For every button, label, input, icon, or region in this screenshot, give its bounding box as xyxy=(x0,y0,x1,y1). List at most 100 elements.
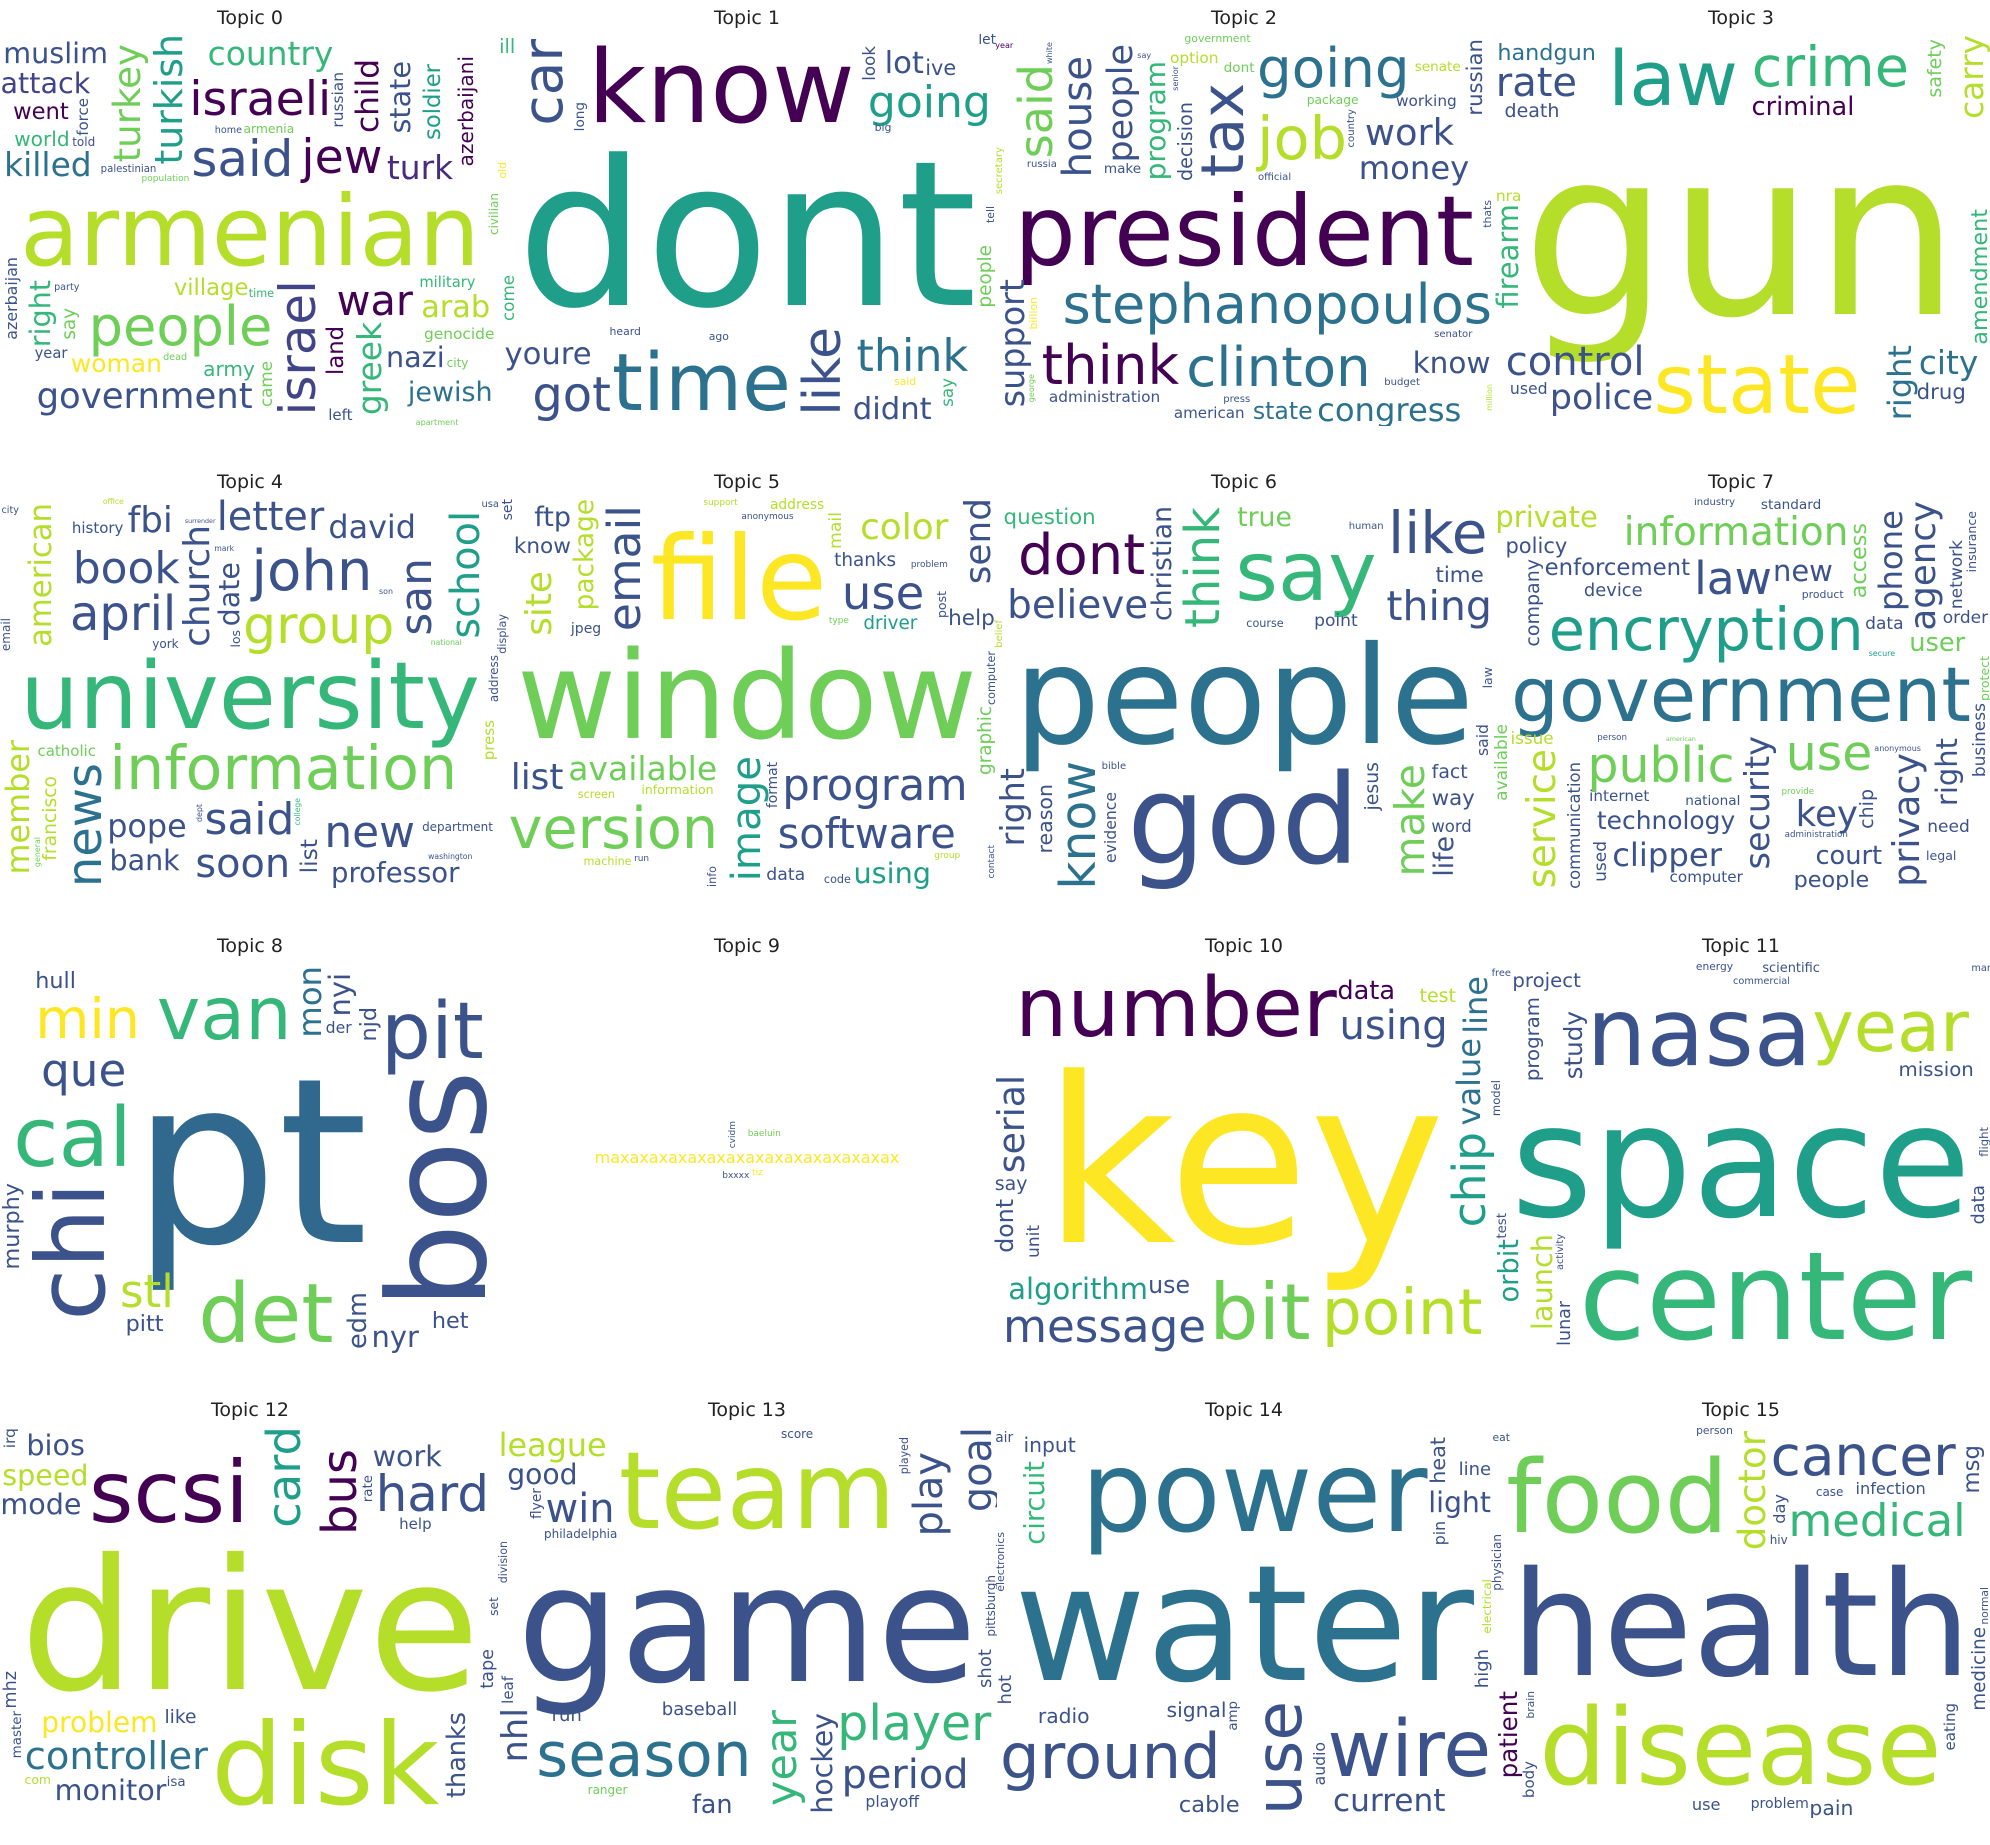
word: chip xyxy=(1443,1132,1494,1228)
word: year xyxy=(1812,985,1969,1068)
word: greek xyxy=(350,321,390,415)
word: time xyxy=(611,336,791,426)
word-cloud: government encryption security public use pri… xyxy=(1491,498,1990,890)
word: date xyxy=(211,561,246,627)
word: data xyxy=(1337,975,1396,1006)
word: key xyxy=(1042,1029,1446,1297)
word: turkish xyxy=(146,34,191,165)
wordcloud-panel: Topic 7 government encryption security publi… xyxy=(1491,470,1990,890)
wordcloud-panel: Topic 1 dont know like time think car going your… xyxy=(497,6,997,426)
wordcloud-panel: Topic 12 drive disk card scsi controller bus pr… xyxy=(0,1398,500,1818)
word: using xyxy=(853,856,931,890)
word: secretary xyxy=(994,146,1006,194)
panel-title: Topic 4 xyxy=(217,471,283,493)
word: year xyxy=(34,345,68,363)
word: say xyxy=(1137,51,1152,61)
word: information xyxy=(1623,509,1849,555)
word: free xyxy=(1491,968,1511,980)
word: israeli xyxy=(189,71,332,127)
word: normal xyxy=(1977,1587,1990,1625)
word: screen xyxy=(577,787,615,801)
word: course xyxy=(1246,617,1284,631)
word: day xyxy=(1769,1493,1789,1524)
word: dept xyxy=(195,803,205,822)
word: hot xyxy=(994,1675,1016,1705)
word-cloud: gun state law crime firearm control criminal ri… xyxy=(1491,34,1990,426)
word: work xyxy=(372,1438,442,1473)
word-cloud: pt van bos det cal chi min pit mon que stl nyi nyr ed… xyxy=(0,962,500,1354)
word: cable xyxy=(1178,1792,1240,1818)
word: help xyxy=(948,605,995,631)
word: know xyxy=(587,34,855,146)
word: key xyxy=(1795,794,1858,836)
word: american xyxy=(23,503,60,648)
word: thing xyxy=(1386,581,1492,630)
word: job xyxy=(1257,104,1348,174)
word: bible xyxy=(1101,760,1127,772)
word: msg xyxy=(1958,1444,1985,1494)
word: tax xyxy=(1188,83,1258,178)
word: der xyxy=(325,1018,352,1038)
word: internet xyxy=(1589,787,1650,806)
word: people xyxy=(1793,866,1870,890)
word: going xyxy=(1257,35,1410,100)
word: water xyxy=(1014,1531,1474,1720)
word: state xyxy=(1653,337,1861,426)
word-cloud: maxaxaxaxaxaxaxaxaxaxaxaxaxaxax tiz cvidm b… xyxy=(497,962,997,1354)
word: congress xyxy=(1317,390,1462,426)
word: van xyxy=(156,971,292,1057)
word: irq xyxy=(0,1428,19,1449)
word: used xyxy=(1509,378,1548,398)
word: press xyxy=(1223,393,1251,405)
word: child xyxy=(350,59,387,134)
word: eat xyxy=(1492,1431,1510,1444)
word: ill xyxy=(499,34,516,58)
word: business xyxy=(1969,703,1990,778)
word: death xyxy=(1504,100,1560,123)
word: senate xyxy=(1414,59,1461,76)
word: leaf xyxy=(499,1676,518,1705)
word: service xyxy=(1519,748,1565,889)
word: scsi xyxy=(88,1443,249,1543)
panel-title: Topic 12 xyxy=(210,1399,289,1421)
word: national xyxy=(1685,793,1741,809)
word: version xyxy=(508,795,719,862)
word: hull xyxy=(35,968,76,995)
word: ive xyxy=(925,55,957,80)
word: patient xyxy=(1494,1691,1524,1779)
word: nra xyxy=(1495,186,1522,205)
word-cloud: water power use ground wire circuit current lig… xyxy=(994,1426,1494,1818)
word-cloud: people god think say believe know dont thing mak… xyxy=(994,498,1494,890)
word: use xyxy=(841,566,925,621)
word: cancer xyxy=(1770,1426,1956,1488)
word: book xyxy=(72,542,180,594)
word: israel xyxy=(269,279,328,416)
word: administration xyxy=(1048,388,1161,407)
word: information xyxy=(641,781,714,797)
word: clinton xyxy=(1186,335,1371,400)
word: energy xyxy=(1695,962,1734,974)
word: nyr xyxy=(371,1320,419,1354)
word: phone xyxy=(1872,510,1911,612)
word: people xyxy=(975,245,997,308)
wordcloud-panel: Topic 4 university information church group j… xyxy=(0,470,500,890)
wordcloud-panel: Topic 2 president stephanopoulos tax job clin… xyxy=(994,6,1494,426)
word: machine xyxy=(583,855,632,869)
word: people xyxy=(1014,617,1474,776)
word: display xyxy=(497,614,510,655)
word: que xyxy=(41,1044,127,1098)
word: armenian xyxy=(20,175,480,289)
word: right xyxy=(994,767,1032,847)
word: player xyxy=(837,1695,992,1753)
word: came xyxy=(255,360,276,407)
word: bos xyxy=(358,1069,500,1309)
word: data xyxy=(1865,613,1904,634)
word: think xyxy=(1041,332,1180,397)
word: fan xyxy=(691,1789,733,1818)
word: law xyxy=(1694,551,1772,605)
wordcloud-panel: Topic 0 armenian said israel people jew turkis… xyxy=(0,6,500,426)
word: let xyxy=(978,34,997,49)
word: population xyxy=(141,174,190,185)
word: thanks xyxy=(442,1712,473,1798)
word: know xyxy=(513,534,571,560)
